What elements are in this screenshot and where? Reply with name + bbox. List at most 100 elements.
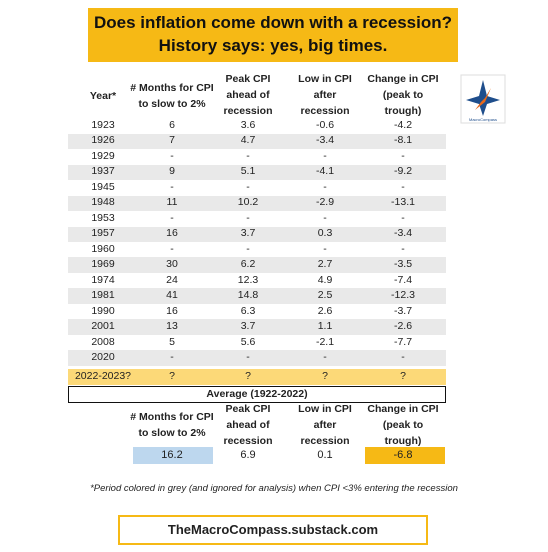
logo: MacroCompass: [460, 74, 506, 124]
average-value: 0.1: [317, 449, 333, 461]
cell: -: [246, 211, 250, 224]
average-value: 16.2: [161, 449, 183, 461]
cell: -: [323, 211, 327, 224]
cell: 41: [166, 289, 178, 302]
cell: 3.7: [240, 320, 256, 333]
cell: -: [401, 180, 405, 193]
column-header: (peak to: [382, 419, 424, 431]
cell: 6.3: [240, 304, 256, 317]
cell: 5.1: [240, 165, 256, 178]
cell: -: [401, 211, 405, 224]
cell: -: [170, 242, 174, 255]
cell: -: [401, 149, 405, 162]
cell: 24: [166, 273, 178, 286]
title-banner: [88, 8, 458, 62]
cell: 2.5: [317, 289, 333, 302]
cell: -: [170, 351, 174, 364]
row-shade: [68, 319, 446, 335]
cell: -: [246, 242, 250, 255]
cell: 13: [166, 320, 178, 333]
column-header: Peak CPI: [225, 403, 271, 415]
cell: -3.7: [393, 304, 413, 317]
cell: 2008: [91, 335, 115, 348]
column-header: ahead of: [226, 419, 270, 431]
highlight: [365, 447, 445, 464]
column-header: Low in CPI: [298, 73, 352, 85]
cell: ?: [322, 370, 328, 382]
logo-star: [466, 80, 500, 116]
cell: -7.4: [393, 273, 413, 286]
cell: 12.3: [237, 273, 259, 286]
column-header: Year*: [89, 90, 117, 102]
cell: 16: [166, 304, 178, 317]
cell: -2.1: [315, 335, 335, 348]
cell: -4.1: [315, 165, 335, 178]
row-shade: [68, 257, 446, 273]
cell: 1990: [91, 304, 115, 317]
cell: 16: [166, 227, 178, 240]
cell: -12.3: [391, 289, 415, 302]
column-header: trough): [384, 435, 422, 447]
cell: 5.6: [240, 335, 256, 348]
cell: ?: [245, 370, 251, 382]
column-header: (peak to: [382, 89, 424, 101]
cell: 2020: [91, 351, 115, 364]
cell: 1957: [91, 227, 115, 240]
highlight: [133, 447, 213, 464]
cell: -0.6: [315, 119, 335, 131]
cell: 1974: [91, 273, 115, 286]
logo-text: MacroCompass: [469, 117, 497, 122]
cell: 1981: [91, 289, 115, 302]
column-header: Change in CPI: [367, 73, 439, 85]
cell: -: [323, 180, 327, 193]
average-value: -6.8: [393, 449, 413, 461]
column-header: recession: [223, 435, 273, 447]
cell: 14.8: [237, 289, 259, 302]
row-shade: [68, 195, 446, 212]
row-shade: [68, 350, 446, 366]
cell: 3.7: [240, 227, 256, 240]
average-title: Average (1922-2022): [206, 388, 308, 400]
cell: 6: [169, 119, 175, 131]
cell: -: [170, 149, 174, 162]
cell: 4.7: [240, 134, 256, 147]
column-header: recession: [300, 435, 350, 447]
current-row-shade: [68, 369, 446, 385]
cell: -2.9: [315, 196, 335, 209]
cell: 7: [169, 134, 175, 147]
footnote: *Period colored in grey (and ignored for…: [90, 483, 458, 494]
row-shade: [68, 226, 446, 243]
cell: -: [170, 180, 174, 193]
cell: -4.2: [393, 119, 413, 131]
cell: -: [323, 149, 327, 162]
cell: 2.7: [317, 258, 333, 271]
cell: -3.4: [315, 134, 335, 147]
cell: -: [246, 351, 250, 364]
row-shade: [68, 133, 446, 150]
column-header: trough): [384, 105, 422, 117]
cell: 5: [169, 335, 175, 348]
column-header: to slow to 2%: [138, 427, 206, 439]
cell: -: [246, 180, 250, 193]
cell: -: [246, 149, 250, 162]
row-shade: [68, 288, 446, 304]
cell: -: [323, 351, 327, 364]
cell: ?: [400, 370, 406, 382]
footer-link: TheMacroCompass.substack.com: [167, 522, 379, 537]
cell: 1960: [91, 242, 115, 255]
cell: 4.9: [317, 273, 333, 286]
column-header: after: [313, 419, 337, 431]
cell: ?: [169, 370, 175, 382]
cell: 2022-2023?: [74, 370, 132, 382]
average-value: 6.9: [240, 449, 256, 461]
cell: 1969: [91, 258, 115, 271]
cell: -3.5: [393, 258, 413, 271]
column-header: # Months for CPI: [130, 82, 214, 94]
footer-box: [118, 515, 428, 545]
column-header: ahead of: [226, 89, 270, 101]
cell: 9: [169, 165, 175, 178]
cell: 1945: [91, 180, 115, 193]
cell: -2.6: [393, 320, 413, 333]
cell: 2.6: [317, 304, 333, 317]
